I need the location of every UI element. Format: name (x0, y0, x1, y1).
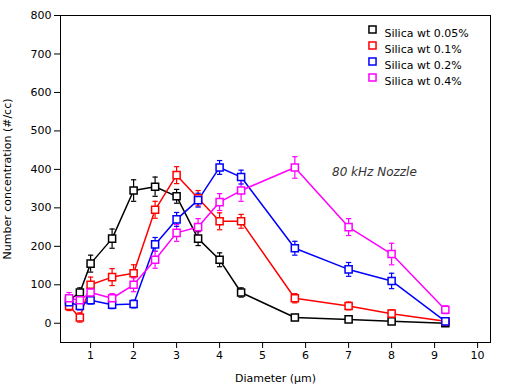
svg-text:3: 3 (173, 349, 180, 362)
svg-text:80 kHz Nozzle: 80 kHz Nozzle (332, 165, 417, 179)
svg-text:10: 10 (471, 349, 485, 362)
svg-text:4: 4 (216, 349, 223, 362)
svg-text:8: 8 (388, 349, 395, 362)
svg-text:0: 0 (45, 317, 52, 330)
svg-text:600: 600 (31, 86, 52, 99)
svg-text:Silica wt 0.1%: Silica wt 0.1% (385, 43, 462, 56)
svg-text:6: 6 (302, 349, 309, 362)
svg-text:5: 5 (259, 349, 266, 362)
svg-text:Number concentration (#/cc): Number concentration (#/cc) (1, 99, 14, 260)
svg-text:9: 9 (431, 349, 438, 362)
svg-text:400: 400 (31, 163, 52, 176)
svg-text:7: 7 (345, 349, 352, 362)
svg-text:800: 800 (31, 9, 52, 22)
svg-text:2: 2 (130, 349, 137, 362)
svg-text:500: 500 (31, 124, 52, 137)
svg-text:700: 700 (31, 47, 52, 60)
svg-text:Silica wt 0.4%: Silica wt 0.4% (385, 75, 462, 88)
svg-text:200: 200 (31, 240, 52, 253)
svg-text:100: 100 (31, 278, 52, 291)
svg-text:Diameter (μm): Diameter (μm) (235, 372, 316, 384)
svg-text:1: 1 (87, 349, 94, 362)
svg-text:Silica wt 0.05%: Silica wt 0.05% (385, 27, 469, 40)
svg-text:300: 300 (31, 201, 52, 214)
svg-text:Silica wt 0.2%: Silica wt 0.2% (385, 59, 462, 72)
